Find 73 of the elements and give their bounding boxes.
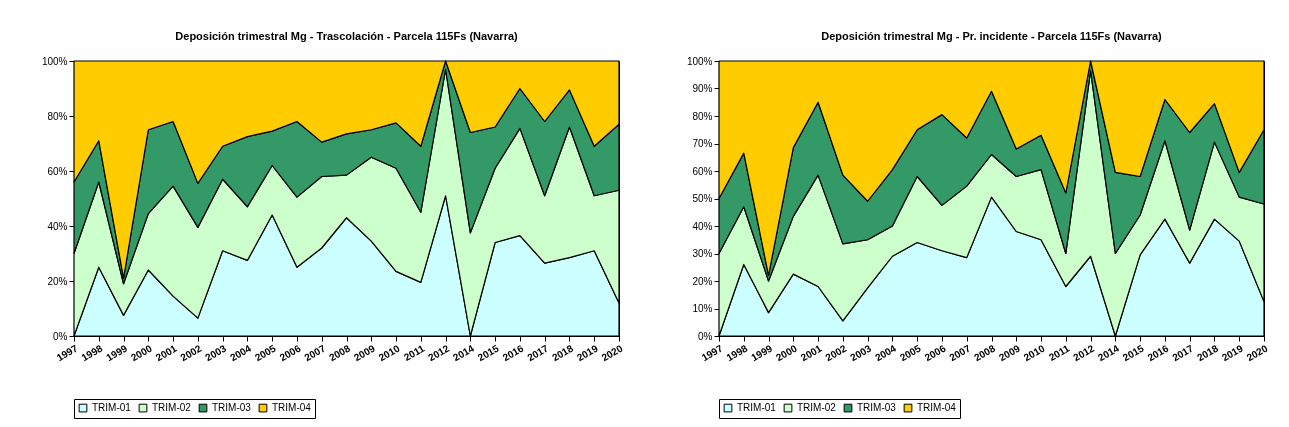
x-tick-label: 2015 <box>1120 342 1147 364</box>
x-tick-label: 2018 <box>1195 342 1221 364</box>
y-tick-label: 80% <box>692 110 713 122</box>
legend-label: TRIM-03 <box>857 402 897 414</box>
x-tick-label: 2017 <box>525 342 551 364</box>
x-tick-label: 2008 <box>327 342 353 364</box>
x-tick-label: 2007 <box>947 342 973 364</box>
y-tick-label: 60% <box>47 165 68 177</box>
y-tick-label: 40% <box>47 220 68 232</box>
y-tick-label: 50% <box>692 193 713 204</box>
x-tick-label: 1999 <box>104 342 130 364</box>
y-tick-label: 20% <box>692 275 713 287</box>
x-tick-label: 2005 <box>252 342 279 364</box>
legend-label: TRIM-04 <box>272 402 312 414</box>
x-tick-label: 1998 <box>79 342 105 364</box>
x-tick-label: 2000 <box>129 342 155 364</box>
x-tick-label: 2006 <box>277 342 303 364</box>
x-tick-label: 2017 <box>1170 342 1196 364</box>
y-tick-label: 80% <box>47 110 68 122</box>
x-tick-label: 2003 <box>203 342 229 364</box>
x-tick-label: 2011 <box>402 342 427 364</box>
x-tick-label: 2004 <box>228 342 254 364</box>
x-tick-label: 2001 <box>798 342 824 364</box>
x-tick-label: 2012 <box>1071 342 1097 364</box>
x-tick-label: 2002 <box>823 342 849 364</box>
legend-label: TRIM-04 <box>917 402 957 414</box>
x-tick-label: 2007 <box>302 342 328 364</box>
x-tick-label: 2016 <box>1145 342 1171 364</box>
x-tick-label: 2005 <box>897 342 924 364</box>
x-tick-label: 1997 <box>54 342 80 364</box>
y-tick-label: 10% <box>692 303 713 314</box>
y-tick-label: 40% <box>692 220 713 232</box>
y-tick-label: 100% <box>686 55 713 67</box>
legend-label: TRIM-02 <box>152 402 192 414</box>
chart-title: Deposición trimestral Mg - Pr. incidente - Parcela 115Fs (Navarra) <box>821 30 1163 42</box>
x-tick-label: 2001 <box>153 342 179 364</box>
x-tick-label: 2000 <box>774 342 800 364</box>
x-tick-label: 2014 <box>451 342 477 364</box>
x-tick-label: 2006 <box>922 342 948 364</box>
y-tick-label: 20% <box>47 275 68 287</box>
y-tick-label: 60% <box>692 165 713 177</box>
x-tick-label: 2010 <box>1021 342 1047 364</box>
x-tick-label: 2012 <box>426 342 452 364</box>
x-tick-label: 2011 <box>1047 342 1072 364</box>
x-tick-label: 2008 <box>972 342 998 364</box>
x-tick-label: 2019 <box>1219 342 1246 364</box>
x-tick-label: 2014 <box>1096 342 1122 364</box>
legend-label: TRIM-01 <box>92 402 132 414</box>
y-tick-label: 0% <box>53 330 68 342</box>
y-tick-label: 70% <box>692 138 713 149</box>
x-tick-label: 2009 <box>997 342 1023 364</box>
x-tick-label: 2009 <box>352 342 378 364</box>
chart-title: Deposición trimestral Mg - Trascolación - Parcela 115Fs (Navarra) <box>175 30 519 42</box>
x-tick-label: 1998 <box>724 342 750 364</box>
x-tick-label: 2004 <box>873 342 899 364</box>
x-tick-label: 2016 <box>500 342 526 364</box>
x-tick-label: 2019 <box>574 342 601 364</box>
x-tick-label: 2015 <box>475 342 502 364</box>
legend-label: TRIM-01 <box>737 402 777 414</box>
x-tick-label: 2002 <box>178 342 204 364</box>
legend-label: TRIM-02 <box>797 402 837 414</box>
x-tick-label: 1999 <box>749 342 775 364</box>
x-tick-label: 2020 <box>1244 342 1270 364</box>
x-tick-label: 1997 <box>699 342 725 364</box>
y-tick-label: 90% <box>692 83 713 94</box>
y-tick-label: 30% <box>692 248 713 259</box>
x-tick-label: 2010 <box>376 342 402 364</box>
x-tick-label: 2020 <box>599 342 625 364</box>
x-tick-label: 2018 <box>550 342 576 364</box>
y-tick-label: 100% <box>41 55 68 67</box>
x-tick-label: 2003 <box>848 342 874 364</box>
legend-label: TRIM-03 <box>212 402 252 414</box>
y-tick-label: 0% <box>698 330 713 342</box>
